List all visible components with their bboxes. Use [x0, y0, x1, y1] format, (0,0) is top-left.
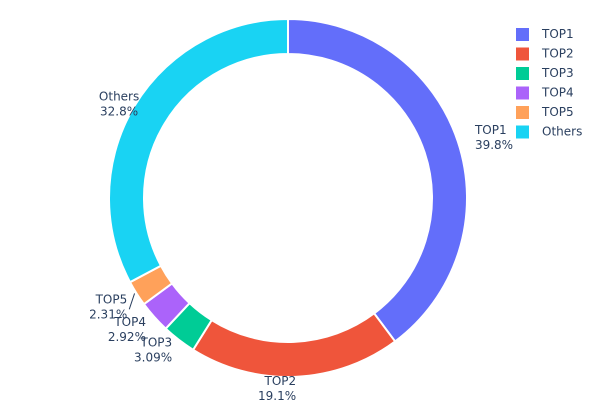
legend: TOP1 TOP2 TOP3 TOP4 TOP5 Others [516, 27, 582, 139]
legend-swatch-top1[interactable] [516, 28, 529, 41]
legend-label-top5[interactable]: TOP5 [541, 105, 574, 119]
slice-label-top2: TOP2 [264, 374, 297, 388]
slice-others[interactable] [108, 17, 289, 284]
legend-label-others[interactable]: Others [542, 125, 582, 139]
legend-label-top3[interactable]: TOP3 [541, 66, 574, 80]
slices-group [108, 17, 468, 378]
slice-percent-top5: 2.31% [89, 307, 127, 321]
slice-label-top4: TOP4 [113, 315, 146, 329]
slice-percent-top1: 39.8% [475, 138, 513, 152]
leader-line-top5 [128, 293, 136, 310]
legend-swatch-others[interactable] [516, 125, 529, 139]
slice-label-top3: TOP3 [140, 336, 173, 350]
slice-label-others: Others [99, 90, 139, 104]
legend-swatch-top2[interactable] [516, 47, 529, 61]
legend-swatch-top4[interactable] [516, 86, 529, 100]
legend-swatch-top3[interactable] [516, 67, 529, 80]
slice-top2[interactable] [191, 311, 397, 378]
slice-label-top1: TOP1 [474, 123, 507, 137]
legend-label-top2[interactable]: TOP2 [541, 47, 574, 61]
legend-swatch-top5[interactable] [516, 106, 529, 119]
slice-top1[interactable] [287, 17, 468, 343]
slice-percent-top2: 19.1% [258, 389, 296, 400]
slice-percent-others: 32.8% [100, 105, 138, 119]
slice-percent-top3: 3.09% [134, 351, 172, 365]
legend-label-top4[interactable]: TOP4 [541, 86, 574, 100]
slice-label-top5: TOP5 [95, 292, 128, 306]
legend-label-top1[interactable]: TOP1 [541, 27, 574, 41]
slice-percent-top4: 2.92% [108, 330, 146, 344]
